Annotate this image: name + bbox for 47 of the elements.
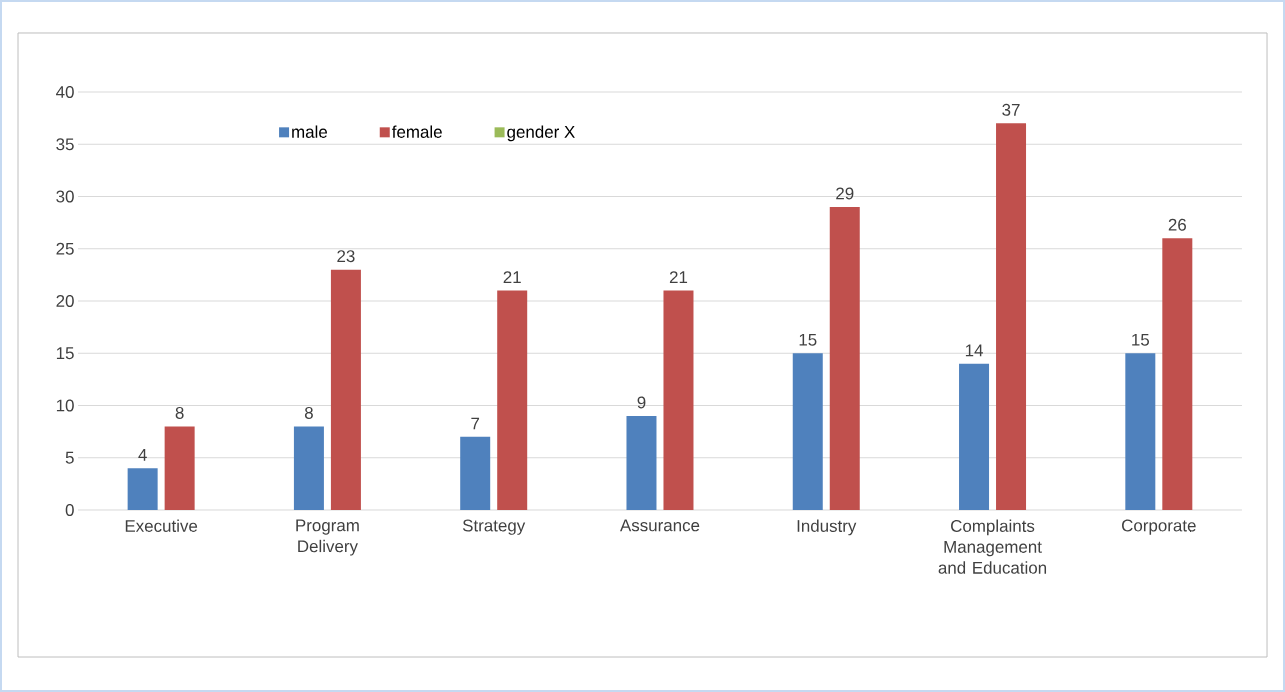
bar (1162, 238, 1193, 510)
data-label: 26 (1168, 218, 1186, 231)
data-label: 8 (304, 406, 313, 419)
bar (293, 426, 324, 510)
data-label: 29 (836, 187, 854, 200)
y-tick-label: 40 (56, 86, 74, 98)
x-tick-label: Industry (797, 519, 857, 536)
x-tick-label: Strategy (462, 519, 526, 535)
data-label: 15 (799, 333, 817, 346)
y-tick-label: 5 (65, 451, 74, 464)
bar (959, 363, 990, 510)
data-label: 21 (669, 271, 688, 284)
legend-label: gender X (507, 125, 575, 142)
legend-label: female (391, 125, 442, 138)
y-tick-label: 25 (56, 242, 74, 255)
data-label: 14 (965, 344, 983, 357)
bar (330, 269, 361, 510)
bar (460, 436, 491, 510)
y-tick-label: 30 (56, 190, 74, 203)
y-tick-label: 20 (56, 295, 74, 307)
data-label: 8 (175, 406, 184, 419)
data-label: 23 (337, 250, 355, 263)
data-label: 9 (637, 396, 646, 409)
data-label: 4 (138, 449, 147, 461)
y-tick-label: 15 (56, 347, 74, 360)
bar (497, 290, 528, 510)
bar (792, 353, 823, 510)
x-tick-label: Assurance (620, 519, 700, 532)
bar (626, 415, 657, 510)
bar (164, 426, 195, 510)
bar (996, 123, 1027, 510)
data-label: 15 (1132, 333, 1150, 346)
bar (127, 468, 158, 510)
y-tick-label: 0 (65, 504, 74, 516)
x-tick-label: Complaints Management and Education (938, 519, 1047, 574)
x-tick-label: Program Delivery (296, 519, 359, 556)
data-label: 37 (1002, 103, 1020, 116)
legend-label: male (292, 125, 328, 138)
y-tick-label: 35 (56, 138, 74, 151)
bar (829, 206, 860, 510)
data-label: 7 (471, 417, 480, 430)
x-tick-label: Executive (125, 519, 198, 532)
bar (1125, 353, 1156, 510)
x-tick-label: Corporate (1122, 519, 1196, 535)
y-tick-label: 10 (56, 399, 74, 412)
data-label: 21 (503, 271, 521, 284)
bar (663, 290, 694, 510)
